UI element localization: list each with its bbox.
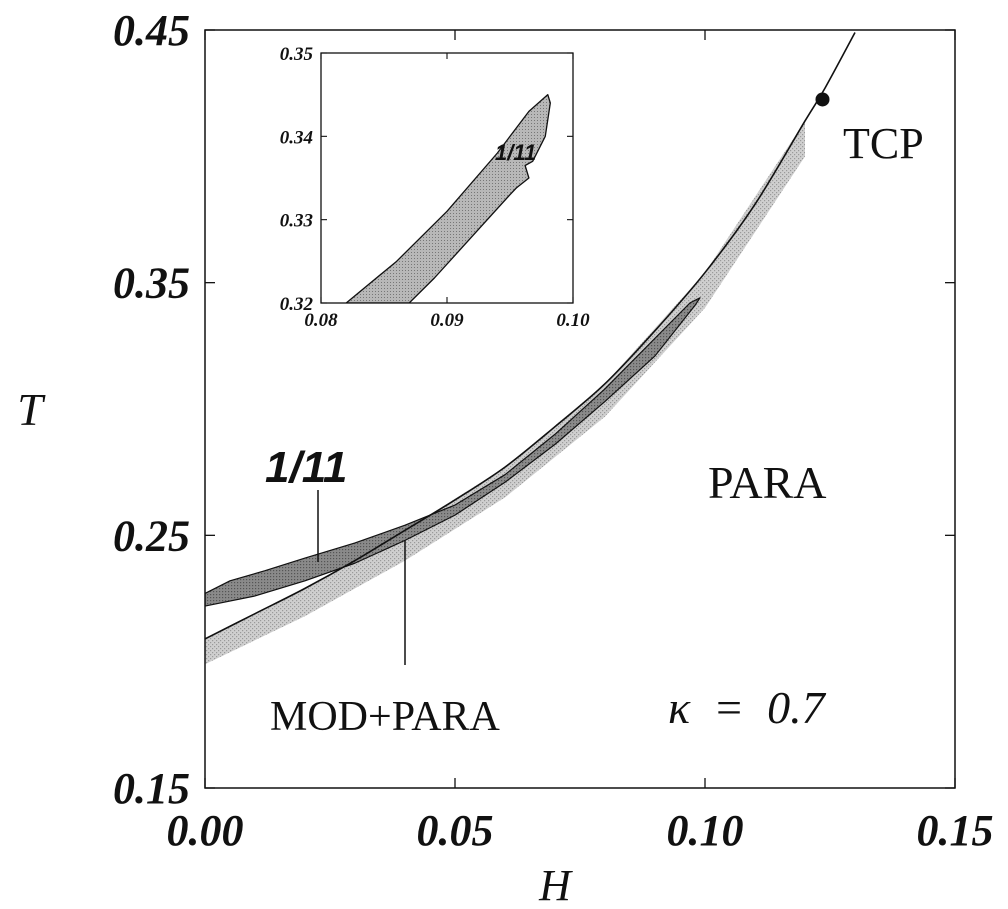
tcp-point [815, 92, 830, 107]
inset-x-tick-label: 0.10 [556, 310, 590, 331]
region-1-11-label: 1/11 [265, 443, 347, 492]
x-tick-label: 0.15 [917, 806, 994, 855]
inset-x-tick-label: 0.09 [430, 310, 464, 331]
x-tick-label: 0.10 [667, 806, 744, 855]
y-tick-label: 0.45 [113, 6, 190, 55]
inset-tick-marks [320, 52, 574, 304]
mod-para-band [205, 120, 805, 665]
phase-region-1-11 [205, 297, 701, 607]
inset-phase-region-1-11 [345, 94, 551, 303]
phase-region-layer [205, 297, 701, 607]
inset-y-tick-label: 0.35 [280, 44, 314, 65]
plot-frame [204, 29, 956, 789]
coexistence-band-layer [205, 120, 805, 665]
x-tick-label: 0.05 [417, 806, 494, 855]
y-tick-label: 0.15 [113, 764, 190, 813]
inset-x-tick-label: 0.08 [304, 310, 338, 331]
para-label: PARA [708, 457, 826, 508]
inset-tick-labels: 0.08 0.09 0.10 0.32 0.33 0.34 0.35 [280, 44, 590, 331]
inset-background [321, 53, 573, 303]
y-tick-label: 0.25 [113, 511, 190, 560]
kappa-label: κ = 0.7 [668, 682, 827, 733]
main-plot: 0.00 0.05 0.10 0.15 0.15 0.25 0.35 0.45 H T TCP… [17, 6, 993, 909]
x-tick-label: 0.00 [167, 806, 244, 855]
tick-labels: 0.00 0.05 0.10 0.15 0.15 0.25 0.35 0.45 [113, 6, 994, 855]
tcp-point-layer [815, 92, 830, 107]
mod-para-label: MOD+PARA [270, 694, 501, 740]
inset-region-1-11-label: 1/11 [495, 140, 536, 165]
tcp-label: TCP [843, 119, 924, 168]
tick-marks [204, 29, 956, 789]
y-axis-title: T [17, 384, 46, 435]
inset-y-tick-label: 0.33 [280, 211, 313, 232]
inset-y-tick-label: 0.32 [280, 294, 314, 315]
x-axis-title: H [538, 861, 573, 909]
inset-phase-region-layer [345, 94, 551, 303]
inset-plot: 0.08 0.09 0.10 0.32 0.33 0.34 0.35 1/11 [280, 44, 590, 331]
inset-y-tick-label: 0.34 [280, 127, 313, 148]
y-tick-label: 0.35 [113, 259, 190, 308]
boundary-line-layer [205, 32, 856, 640]
para-boundary-line [205, 32, 856, 640]
leader-lines [317, 490, 406, 665]
